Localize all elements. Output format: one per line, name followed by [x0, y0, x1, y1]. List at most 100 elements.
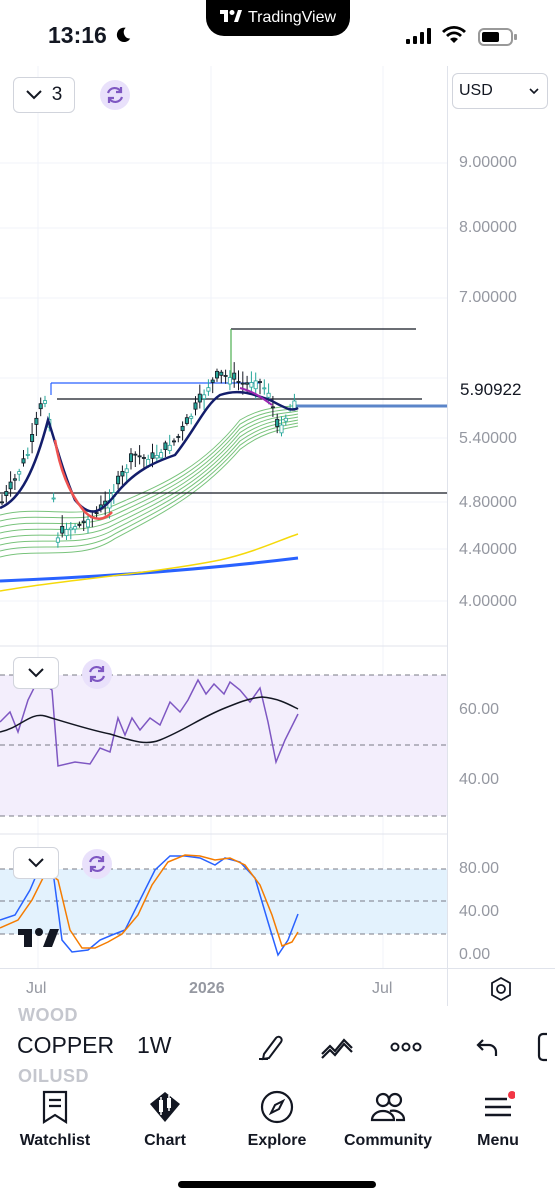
status-time: 13:16 [48, 22, 107, 48]
candle [210, 377, 215, 394]
refresh-button[interactable] [100, 80, 130, 110]
candle [159, 448, 164, 461]
price-axis-label: 5.40000 [459, 430, 517, 447]
undo-button[interactable] [470, 1030, 504, 1064]
undo-icon [476, 1039, 498, 1056]
candle [223, 369, 228, 384]
chevron-down-icon [25, 90, 42, 100]
tradingview-pill[interactable]: TradingView [206, 0, 350, 36]
candle [283, 414, 288, 426]
candle [73, 523, 78, 534]
candle [236, 370, 241, 391]
candle [184, 414, 189, 426]
candle [257, 378, 262, 395]
price-axis-label: 4.00000 [459, 593, 517, 610]
candle [86, 514, 91, 534]
candle [81, 512, 86, 532]
stoch-refresh-button[interactable] [82, 849, 112, 879]
candle [193, 396, 198, 416]
candle [202, 389, 207, 410]
signal-icon [406, 28, 431, 44]
candle [4, 485, 9, 503]
candle [55, 532, 60, 548]
candle [17, 468, 22, 482]
nav-explore[interactable]: Explore [222, 1090, 332, 1150]
price-axis-label: 8.00000 [459, 219, 517, 236]
candle [133, 451, 138, 468]
interval-count-dropdown[interactable]: 3 [13, 77, 75, 113]
nav-label: Chart [144, 1132, 186, 1149]
ma-ribbon-line [0, 407, 299, 522]
candle [197, 384, 202, 409]
nav-community[interactable]: Community [333, 1090, 443, 1150]
candle [141, 454, 146, 468]
nav-chart[interactable]: Chart [110, 1090, 220, 1150]
indicators-button[interactable] [320, 1030, 354, 1064]
candle [30, 423, 35, 454]
pencil-icon [259, 1035, 283, 1061]
ma-ribbon [0, 404, 299, 558]
candle [163, 440, 168, 457]
time-axis[interactable] [0, 968, 555, 1008]
menu-icon [485, 1091, 515, 1117]
price-axis-label: 9.00000 [459, 154, 517, 171]
rsi-axis-label: 40.00 [459, 771, 500, 788]
candle [154, 444, 159, 463]
rsi-pane-collapse-button[interactable] [13, 657, 59, 689]
candle [38, 397, 43, 417]
time-axis-label: Jul [26, 980, 47, 997]
candles [0, 362, 297, 548]
refresh-icon [106, 86, 124, 104]
chevron-down-icon [28, 668, 44, 678]
tradingview-logo-icon [219, 9, 242, 27]
rsi-axis-label: 60.00 [459, 701, 500, 718]
symbol-button[interactable]: COPPER [17, 1032, 119, 1059]
chart-settings-icon[interactable] [488, 976, 514, 1002]
layout-icon [537, 1032, 547, 1062]
candle [279, 416, 284, 437]
candle [116, 470, 121, 490]
stoch-pane-collapse-button[interactable] [13, 847, 59, 879]
candle [120, 465, 125, 485]
status-bar: 13:16 TradingView [0, 0, 555, 70]
price-axis-label: 4.80000 [459, 494, 517, 511]
stoch-axis-label: 0.00 [459, 946, 491, 963]
more-button[interactable] [389, 1030, 423, 1064]
candle [249, 371, 254, 395]
tradingview-label: TradingView [247, 9, 337, 26]
time-axis-label: 2026 [189, 980, 225, 997]
draw-tool-button[interactable] [254, 1030, 288, 1064]
ma-mid-line [0, 533, 299, 592]
watchlist-icon [42, 1090, 68, 1124]
candle [25, 447, 30, 460]
candle [34, 411, 39, 436]
candle [0, 494, 4, 506]
ma-ribbon-line [0, 425, 299, 558]
nav-watchlist[interactable]: Watchlist [0, 1090, 110, 1150]
ma-ribbon-line [0, 422, 299, 552]
price-axis-label: 7.00000 [459, 289, 517, 306]
nav-label: Watchlist [19, 1132, 91, 1149]
stoch-axis-label: 40.00 [459, 903, 500, 920]
candle [219, 369, 224, 384]
resolution-button[interactable]: 1W [137, 1032, 172, 1058]
compass-icon [260, 1090, 294, 1124]
candle [227, 370, 232, 391]
ghost-symbol: OILUSD [18, 1066, 90, 1086]
horizontal-levels [0, 328, 447, 494]
currency-select[interactable]: USD [452, 73, 548, 109]
candle [270, 395, 275, 417]
candle [43, 395, 48, 408]
candle [180, 421, 185, 441]
bottom-nav [0, 1082, 555, 1200]
candle [189, 413, 194, 425]
nav-label: Menu [477, 1132, 519, 1149]
nav-menu[interactable]: Menu [443, 1090, 553, 1150]
rsi-refresh-button[interactable] [82, 659, 112, 689]
chevron-down-icon [28, 858, 44, 868]
ma-ribbon-line [0, 419, 299, 546]
price-chart[interactable] [0, 66, 555, 1006]
rsi-ma-line [0, 696, 299, 744]
layout-button[interactable] [535, 1030, 555, 1064]
candle [167, 434, 172, 455]
